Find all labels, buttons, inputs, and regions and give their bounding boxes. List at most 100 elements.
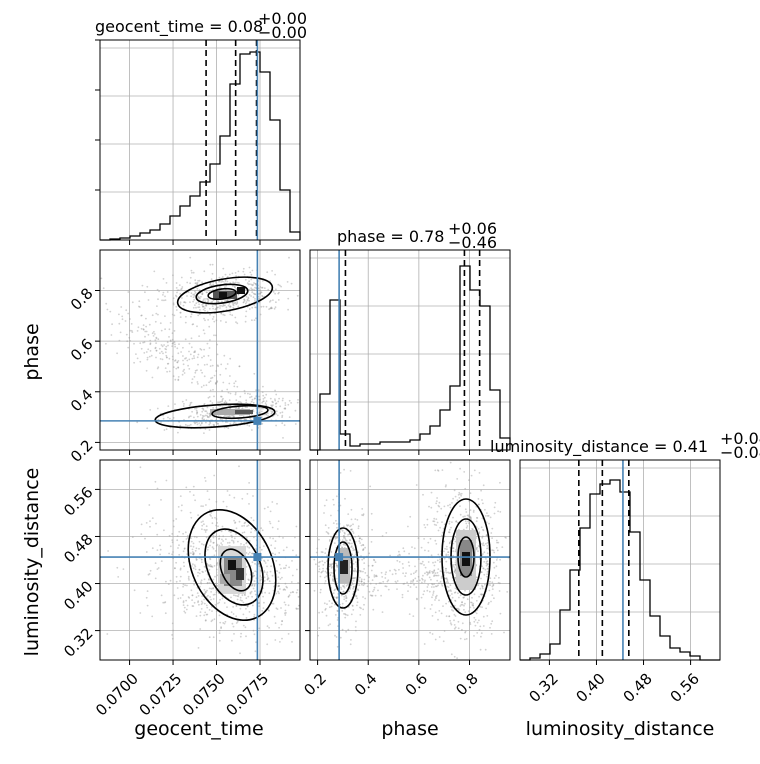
sample-point [166, 370, 169, 373]
sample-point [479, 625, 482, 628]
sample-point [444, 547, 446, 550]
sample-point [239, 599, 242, 601]
xlabel-luminosity-distance: luminosity_distance [526, 718, 715, 740]
sample-point [331, 565, 333, 568]
sample-point [354, 535, 357, 538]
sample-point [427, 583, 430, 586]
sample-point [322, 564, 325, 566]
sample-point [213, 474, 216, 477]
sample-point [236, 595, 239, 597]
sample-point [184, 357, 186, 360]
sample-point [208, 423, 211, 426]
sample-point [340, 594, 343, 597]
sample-point [182, 346, 184, 349]
sample-point [465, 511, 468, 513]
sample-point [243, 389, 246, 392]
sample-point [217, 365, 220, 368]
sample-point [481, 535, 484, 538]
sample-point [284, 407, 287, 410]
sample-point [396, 588, 398, 590]
sample-point [328, 540, 331, 542]
sample-point [263, 560, 266, 563]
sample-point [229, 313, 232, 316]
sample-point [229, 415, 232, 418]
sample-point [343, 598, 346, 601]
sample-point [282, 549, 285, 552]
sample-point [372, 590, 374, 593]
sample-point [343, 586, 346, 589]
sample-point [198, 313, 201, 316]
sample-point [460, 492, 463, 495]
sample-point [402, 567, 404, 569]
sample-point [155, 312, 158, 315]
sample-point [160, 560, 163, 562]
truth-marker-2-1 [335, 553, 344, 562]
sample-point [321, 611, 324, 613]
sample-point [298, 604, 300, 607]
sample-point [348, 590, 350, 593]
sample-point [233, 633, 235, 635]
sample-point [173, 341, 176, 344]
sample-point [215, 406, 218, 409]
sample-point [238, 401, 240, 403]
sample-point [324, 580, 327, 582]
sample-point [424, 526, 427, 529]
sample-point [226, 415, 229, 418]
sample-point [194, 549, 197, 552]
sample-point [204, 428, 207, 430]
sample-point [229, 407, 231, 410]
sample-point [458, 497, 461, 499]
sample-point [216, 584, 219, 587]
title-phase-sub: −0.46 [448, 233, 497, 252]
sample-point [176, 347, 179, 350]
sample-point [352, 549, 355, 552]
sample-point [321, 571, 323, 573]
sample-point [183, 301, 186, 303]
sample-point [254, 570, 256, 573]
sample-point [191, 551, 194, 553]
sample-point [431, 596, 433, 599]
sample-point [275, 301, 277, 304]
sample-point [164, 601, 167, 603]
sample-point [481, 565, 483, 568]
sample-point [184, 584, 187, 587]
sample-point [360, 538, 363, 541]
sample-point [407, 590, 409, 592]
sample-point [208, 582, 211, 584]
sample-point [274, 292, 276, 295]
sample-point [438, 505, 441, 508]
sample-point [350, 528, 353, 531]
sample-point [408, 613, 411, 615]
sample-point [295, 554, 298, 557]
sample-point [168, 336, 170, 338]
sample-point [475, 576, 478, 579]
sample-point [270, 565, 272, 568]
sample-point [342, 590, 345, 593]
sample-point [318, 565, 320, 568]
sample-point [464, 520, 467, 523]
sample-point [201, 602, 204, 604]
sample-point [262, 545, 265, 547]
sample-point [224, 304, 227, 307]
sample-point [363, 581, 365, 584]
sample-point [162, 417, 165, 420]
sample-point [198, 540, 201, 543]
sample-point [427, 550, 430, 552]
sample-point [268, 308, 270, 311]
sample-point [180, 287, 183, 290]
sample-point [178, 343, 180, 345]
sample-point [445, 571, 448, 574]
sample-point [200, 581, 202, 584]
sample-point [194, 304, 196, 306]
sample-point [233, 416, 236, 418]
sample-point [493, 551, 496, 554]
sample-point [218, 280, 220, 283]
sample-point [467, 514, 470, 517]
sample-point [145, 596, 148, 599]
sample-point [328, 565, 331, 568]
sample-point [258, 563, 261, 566]
sample-point [182, 585, 185, 588]
sample-point [252, 495, 254, 497]
sample-point [250, 527, 253, 530]
sample-point [147, 573, 150, 576]
